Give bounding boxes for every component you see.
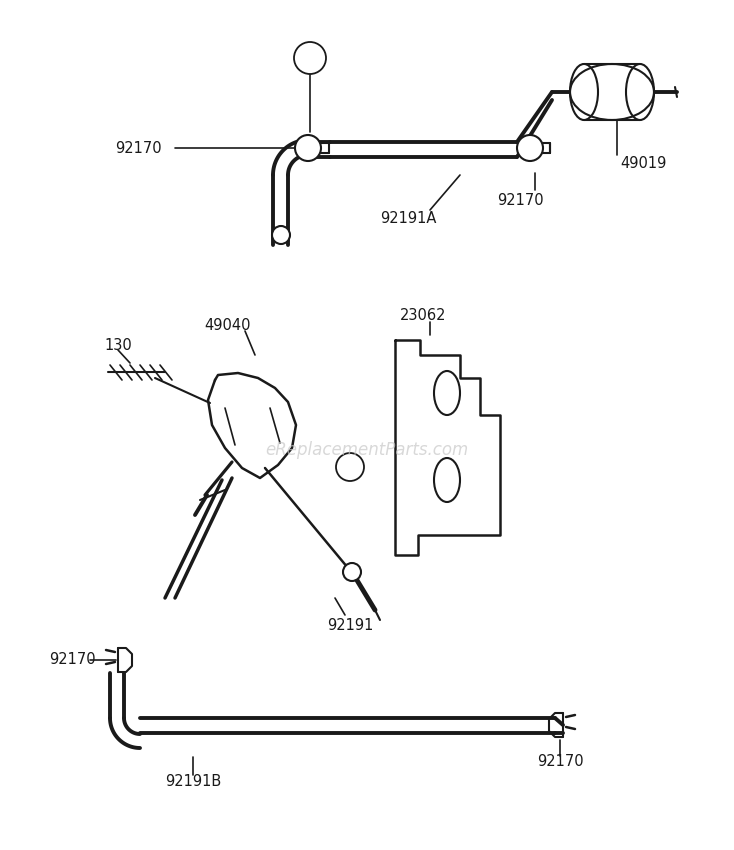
Text: 92170: 92170 xyxy=(497,192,543,207)
Text: eReplacementParts.com: eReplacementParts.com xyxy=(266,441,468,459)
Text: 92191A: 92191A xyxy=(379,211,436,225)
Circle shape xyxy=(294,42,326,74)
Text: 49040: 49040 xyxy=(205,318,251,332)
Text: 92170: 92170 xyxy=(115,140,161,156)
Text: 92191: 92191 xyxy=(327,617,373,632)
Text: A: A xyxy=(305,51,316,65)
Circle shape xyxy=(272,226,290,244)
Ellipse shape xyxy=(626,64,654,120)
Circle shape xyxy=(517,135,543,161)
Circle shape xyxy=(336,453,364,481)
Ellipse shape xyxy=(434,458,460,502)
Text: 92191B: 92191B xyxy=(165,774,221,790)
Text: A: A xyxy=(345,461,355,473)
Ellipse shape xyxy=(434,371,460,415)
Circle shape xyxy=(343,563,361,581)
Text: 49019: 49019 xyxy=(620,156,666,171)
Text: 23062: 23062 xyxy=(400,308,446,322)
Text: 92170: 92170 xyxy=(537,755,584,769)
Circle shape xyxy=(295,135,321,161)
Text: 92170: 92170 xyxy=(48,653,95,667)
Ellipse shape xyxy=(570,64,598,120)
Text: 130: 130 xyxy=(104,337,132,353)
